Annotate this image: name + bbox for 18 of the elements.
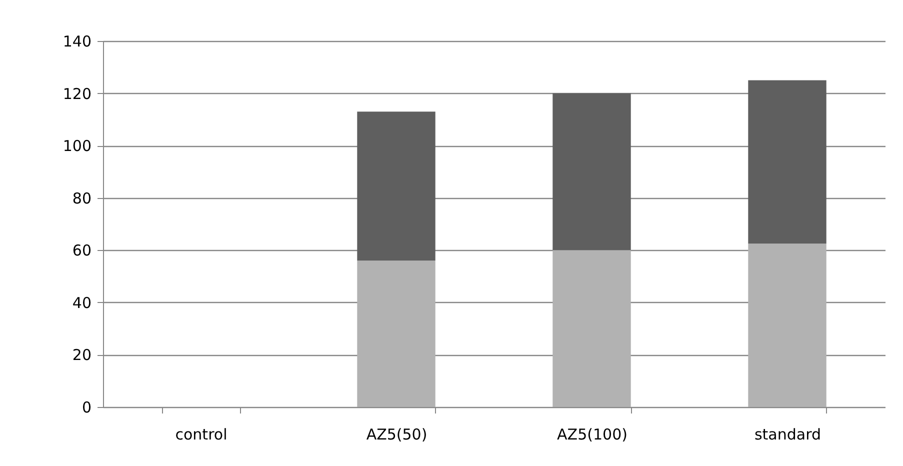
y-tick-label: 120: [62, 84, 92, 103]
y-tick-label: 140: [62, 32, 92, 50]
x-tick-label: control: [175, 426, 228, 444]
y-tick-label: 40: [72, 294, 92, 312]
y-tick-label: 80: [72, 189, 92, 208]
y-tick-label: 60: [72, 242, 92, 260]
x-tick-label: standard: [754, 426, 822, 444]
y-tick-label: 20: [72, 346, 92, 364]
bar: [748, 80, 826, 244]
bar: [552, 250, 631, 407]
bar: [748, 244, 826, 407]
y-tick-label: 100: [62, 137, 92, 156]
y-tick-label: 0: [82, 398, 92, 416]
bar: [552, 93, 631, 250]
bar: [357, 112, 436, 261]
bar: [357, 260, 436, 407]
x-tick-label: AZ5(50): [366, 426, 428, 444]
x-tick-label: AZ5(100): [557, 426, 628, 444]
